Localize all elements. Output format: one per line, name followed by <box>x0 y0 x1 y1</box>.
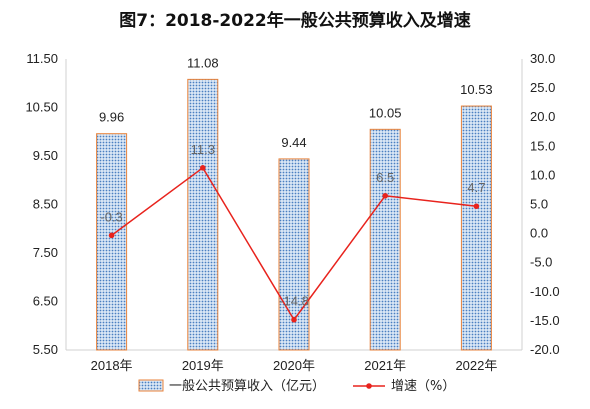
axes: 5.50 6.50 7.50 8.50 9.50 10.50 11.50 -20.0 -15.0… <box>25 51 559 373</box>
left-axis-tick-label: 8.50 <box>33 197 58 212</box>
left-axis-tick-label: 11.50 <box>26 51 58 66</box>
line-point <box>473 203 480 210</box>
bar-value-label: 9.44 <box>281 135 306 150</box>
bar <box>460 105 492 351</box>
right-axis-tick-label: 25.0 <box>530 80 555 95</box>
left-axis-tick-label: 9.50 <box>33 148 58 163</box>
bar <box>96 133 128 351</box>
left-axis-tick-label: 7.50 <box>33 245 58 260</box>
data-labels: 9.96 11.08 9.44 10.05 10.53 -0.3 11.3 -14.8 6.5 4… <box>99 55 493 308</box>
right-axis-tick-label: -5.0 <box>530 255 552 270</box>
right-axis-tick-label: 20.0 <box>530 109 555 124</box>
line-value-label: 4.7 <box>467 180 485 195</box>
bar <box>369 128 401 351</box>
line-value-label: -14.8 <box>279 294 309 309</box>
line-series <box>108 165 480 323</box>
x-axis-tick-label: 2019年 <box>182 358 224 373</box>
line-value-label: 11.3 <box>191 142 215 157</box>
chart-title: 图7：2018-2022年一般公共预算收入及增速 <box>119 10 471 31</box>
legend: 一般公共预算收入（亿元） 增速（%） <box>138 378 455 394</box>
right-axis-tick-label: 15.0 <box>530 138 555 153</box>
left-axis-tick-label: 5.50 <box>33 342 58 357</box>
x-axis-tick-label: 2020年 <box>273 358 315 373</box>
bar <box>187 78 219 351</box>
bar-value-label: 10.05 <box>369 105 402 120</box>
bar-value-label: 10.53 <box>460 82 493 97</box>
left-axis-tick-label: 6.50 <box>33 294 58 309</box>
left-axis-tick-label: 10.50 <box>25 100 58 115</box>
bar-value-label: 9.96 <box>99 110 124 125</box>
right-axis-tick-label: 30.0 <box>530 51 555 66</box>
legend-line-label: 增速（%） <box>391 379 455 394</box>
x-axis-tick-label: 2021年 <box>364 358 406 373</box>
x-axis-tick-label: 2018年 <box>91 358 133 373</box>
right-axis-tick-label: 10.0 <box>530 167 555 182</box>
line-value-label: -0.3 <box>100 209 122 224</box>
legend-bar-label: 一般公共预算收入（亿元） <box>169 378 325 394</box>
right-axis-tick-label: 5.0 <box>530 197 548 212</box>
line-point <box>382 192 389 199</box>
legend-bar-swatch <box>138 379 164 392</box>
line-point <box>291 316 297 323</box>
right-axis-tick-label: -20.0 <box>530 342 560 357</box>
line-point <box>200 165 206 171</box>
right-axis-tick-label: -15.0 <box>530 313 560 328</box>
right-axis-tick-label: -10.0 <box>530 284 560 299</box>
bar-value-label: 11.08 <box>187 55 219 70</box>
x-axis-tick-label: 2022年 <box>455 358 497 373</box>
line-value-label: 6.5 <box>376 170 394 185</box>
line-point <box>108 232 115 239</box>
right-axis-tick-label: 0.0 <box>530 226 548 241</box>
bar-series <box>96 78 492 351</box>
legend-line-marker <box>366 383 372 389</box>
